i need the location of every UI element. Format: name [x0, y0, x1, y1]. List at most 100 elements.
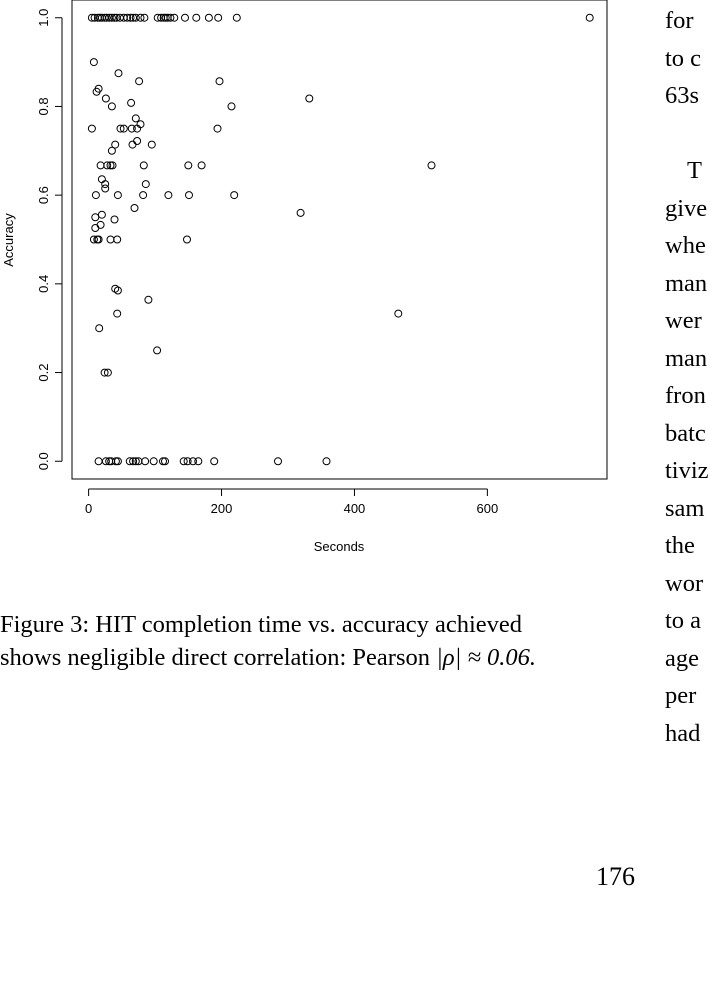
data-point-92 — [95, 324, 104, 333]
data-point-24 — [166, 13, 175, 22]
y-tick-label-0.4: 0.4 — [36, 275, 51, 293]
data-point-85 — [113, 235, 122, 244]
data-point-0 — [87, 13, 96, 22]
data-point-22 — [161, 13, 170, 22]
data-point-96 — [94, 457, 103, 466]
data-point-116 — [322, 457, 331, 466]
data-point-8 — [107, 13, 116, 22]
side-text-line-8: wer — [665, 307, 702, 334]
data-point-30 — [232, 13, 241, 22]
y-tick-label-0.6: 0.6 — [36, 186, 51, 204]
data-point-50 — [213, 124, 222, 133]
y-tick-label-0.8: 0.8 — [36, 97, 51, 115]
side-text-line-12: tiviz — [665, 457, 709, 484]
data-point-115 — [274, 457, 282, 466]
data-point-72 — [185, 191, 193, 200]
data-point-33 — [114, 69, 123, 78]
data-point-27 — [192, 13, 201, 22]
side-text-line-3 — [665, 115, 710, 153]
side-text-line-19: had — [665, 719, 701, 747]
x-tick-label-400: 400 — [344, 501, 366, 516]
data-point-46 — [116, 124, 125, 133]
data-point-81 — [89, 235, 98, 244]
data-point-74 — [130, 204, 139, 212]
data-point-18 — [140, 13, 149, 22]
data-point-55 — [107, 146, 116, 155]
side-text-line-10: fron — [665, 382, 706, 409]
data-point-48 — [127, 124, 136, 133]
data-point-103 — [129, 457, 138, 466]
y-tick-label-0.0: 0.0 — [36, 452, 51, 470]
data-point-89 — [144, 295, 153, 304]
y-axis: 0.0 0.2 0.4 0.6 0.8 1.0 — [36, 9, 63, 470]
x-axis: 0 200 400 600 — [85, 488, 499, 516]
data-point-56 — [96, 161, 105, 170]
data-point-65 — [101, 180, 110, 189]
caption-math: |ρ| ≈ 0.06. — [436, 644, 537, 671]
data-point-47 — [119, 124, 128, 133]
y-tick-label-1.0: 1.0 — [36, 9, 51, 27]
page-number: 176 — [596, 862, 635, 891]
side-text-line-18: per — [665, 682, 697, 709]
side-text-line-13: sam — [665, 494, 705, 522]
y-tick-label-0.2: 0.2 — [36, 364, 51, 382]
data-point-101 — [113, 457, 122, 466]
side-text-line-9: man — [665, 344, 708, 372]
data-point-95 — [103, 368, 112, 377]
data-point-26 — [181, 13, 189, 22]
data-point-80 — [91, 224, 100, 232]
data-point-37 — [215, 77, 224, 86]
x-tick-label-600: 600 — [477, 501, 499, 516]
data-point-49 — [133, 124, 142, 133]
data-point-19 — [153, 13, 162, 22]
data-point-63 — [427, 161, 436, 170]
side-text-line-4: T — [687, 157, 702, 184]
data-point-62 — [197, 161, 206, 170]
data-point-17 — [136, 13, 145, 22]
figure-caption: Figure 3: HIT completion time vs. accura… — [0, 608, 628, 674]
data-point-54 — [147, 140, 156, 149]
data-point-14 — [126, 13, 135, 22]
data-point-6 — [102, 13, 111, 22]
data-point-52 — [111, 140, 120, 149]
caption-line-2: shows negligible direct correlation: Pea… — [0, 641, 628, 674]
data-point-100 — [111, 457, 120, 466]
data-point-68 — [91, 191, 100, 200]
data-point-73 — [230, 191, 239, 200]
side-text-line-17: age — [665, 644, 699, 672]
data-point-53 — [128, 140, 137, 149]
data-point-64 — [97, 175, 106, 184]
data-point-58 — [106, 161, 115, 170]
data-point-113 — [194, 457, 203, 466]
caption-line-2-text: shows negligible direct correlation: Pea… — [0, 644, 437, 671]
data-point-94 — [100, 368, 109, 377]
data-point-29 — [214, 13, 223, 22]
data-point-84 — [106, 235, 115, 244]
data-point-36 — [135, 77, 144, 86]
side-text-line-15: wor — [665, 569, 704, 597]
x-axis-label: Seconds — [314, 539, 365, 554]
data-point-91 — [113, 309, 122, 318]
data-point-111 — [183, 457, 192, 466]
data-point-102 — [125, 457, 134, 466]
data-point-75 — [97, 210, 106, 219]
side-text-line-7: man — [665, 269, 708, 297]
data-points — [87, 13, 594, 466]
data-point-38 — [101, 94, 110, 103]
data-point-112 — [189, 457, 197, 466]
data-point-71 — [164, 191, 173, 200]
data-point-90 — [394, 309, 403, 318]
data-point-16 — [131, 13, 140, 22]
side-text-line-16: to a — [665, 607, 702, 634]
data-point-61 — [184, 161, 193, 170]
data-point-51 — [133, 137, 142, 145]
data-point-13 — [123, 13, 132, 22]
data-point-76 — [91, 213, 100, 222]
x-tick-label-0: 0 — [85, 501, 92, 516]
data-point-9 — [110, 13, 119, 22]
y-axis-label: Accuracy — [1, 213, 16, 267]
data-point-59 — [108, 161, 117, 170]
data-point-79 — [96, 220, 105, 229]
data-point-97 — [101, 457, 110, 466]
